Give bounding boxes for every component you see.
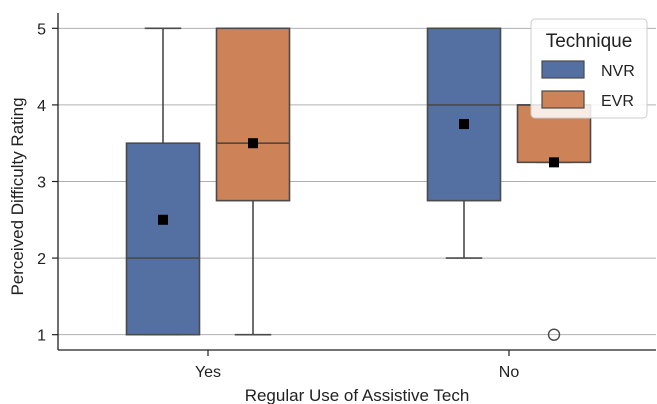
legend-title: Technique [546, 31, 633, 52]
legend: Technique NVR EVR [530, 18, 648, 119]
y-axis-title: Perceived Difficulty Rating [8, 97, 27, 295]
box-nvr-no [426, 27, 502, 202]
x-tick-label: Yes [195, 364, 221, 381]
y-tick-label: 4 [37, 98, 46, 115]
legend-swatch-evr [541, 90, 585, 109]
y-tick-label: 1 [37, 328, 46, 345]
mean-marker [158, 214, 168, 225]
y-tick-label: 5 [37, 21, 46, 38]
y-tick-label: 2 [37, 251, 46, 268]
legend-label-nvr: NVR [601, 63, 635, 80]
box-nvr-yes [125, 142, 201, 336]
legend-swatch-nvr [541, 60, 585, 79]
mean-marker [549, 157, 559, 168]
y-tick-label: 3 [37, 175, 46, 192]
x-axis-title: Regular Use of Assistive Tech [245, 386, 470, 404]
box-evr-yes [215, 27, 291, 202]
axes: Perceived Difficulty Rating Regular Use … [8, 13, 656, 404]
x-tick-label: No [499, 364, 520, 381]
mean-marker [459, 119, 469, 130]
outlier-point [547, 328, 561, 341]
box-plots [125, 27, 592, 341]
legend-label-evr: EVR [601, 93, 634, 110]
mean-marker [248, 138, 258, 149]
